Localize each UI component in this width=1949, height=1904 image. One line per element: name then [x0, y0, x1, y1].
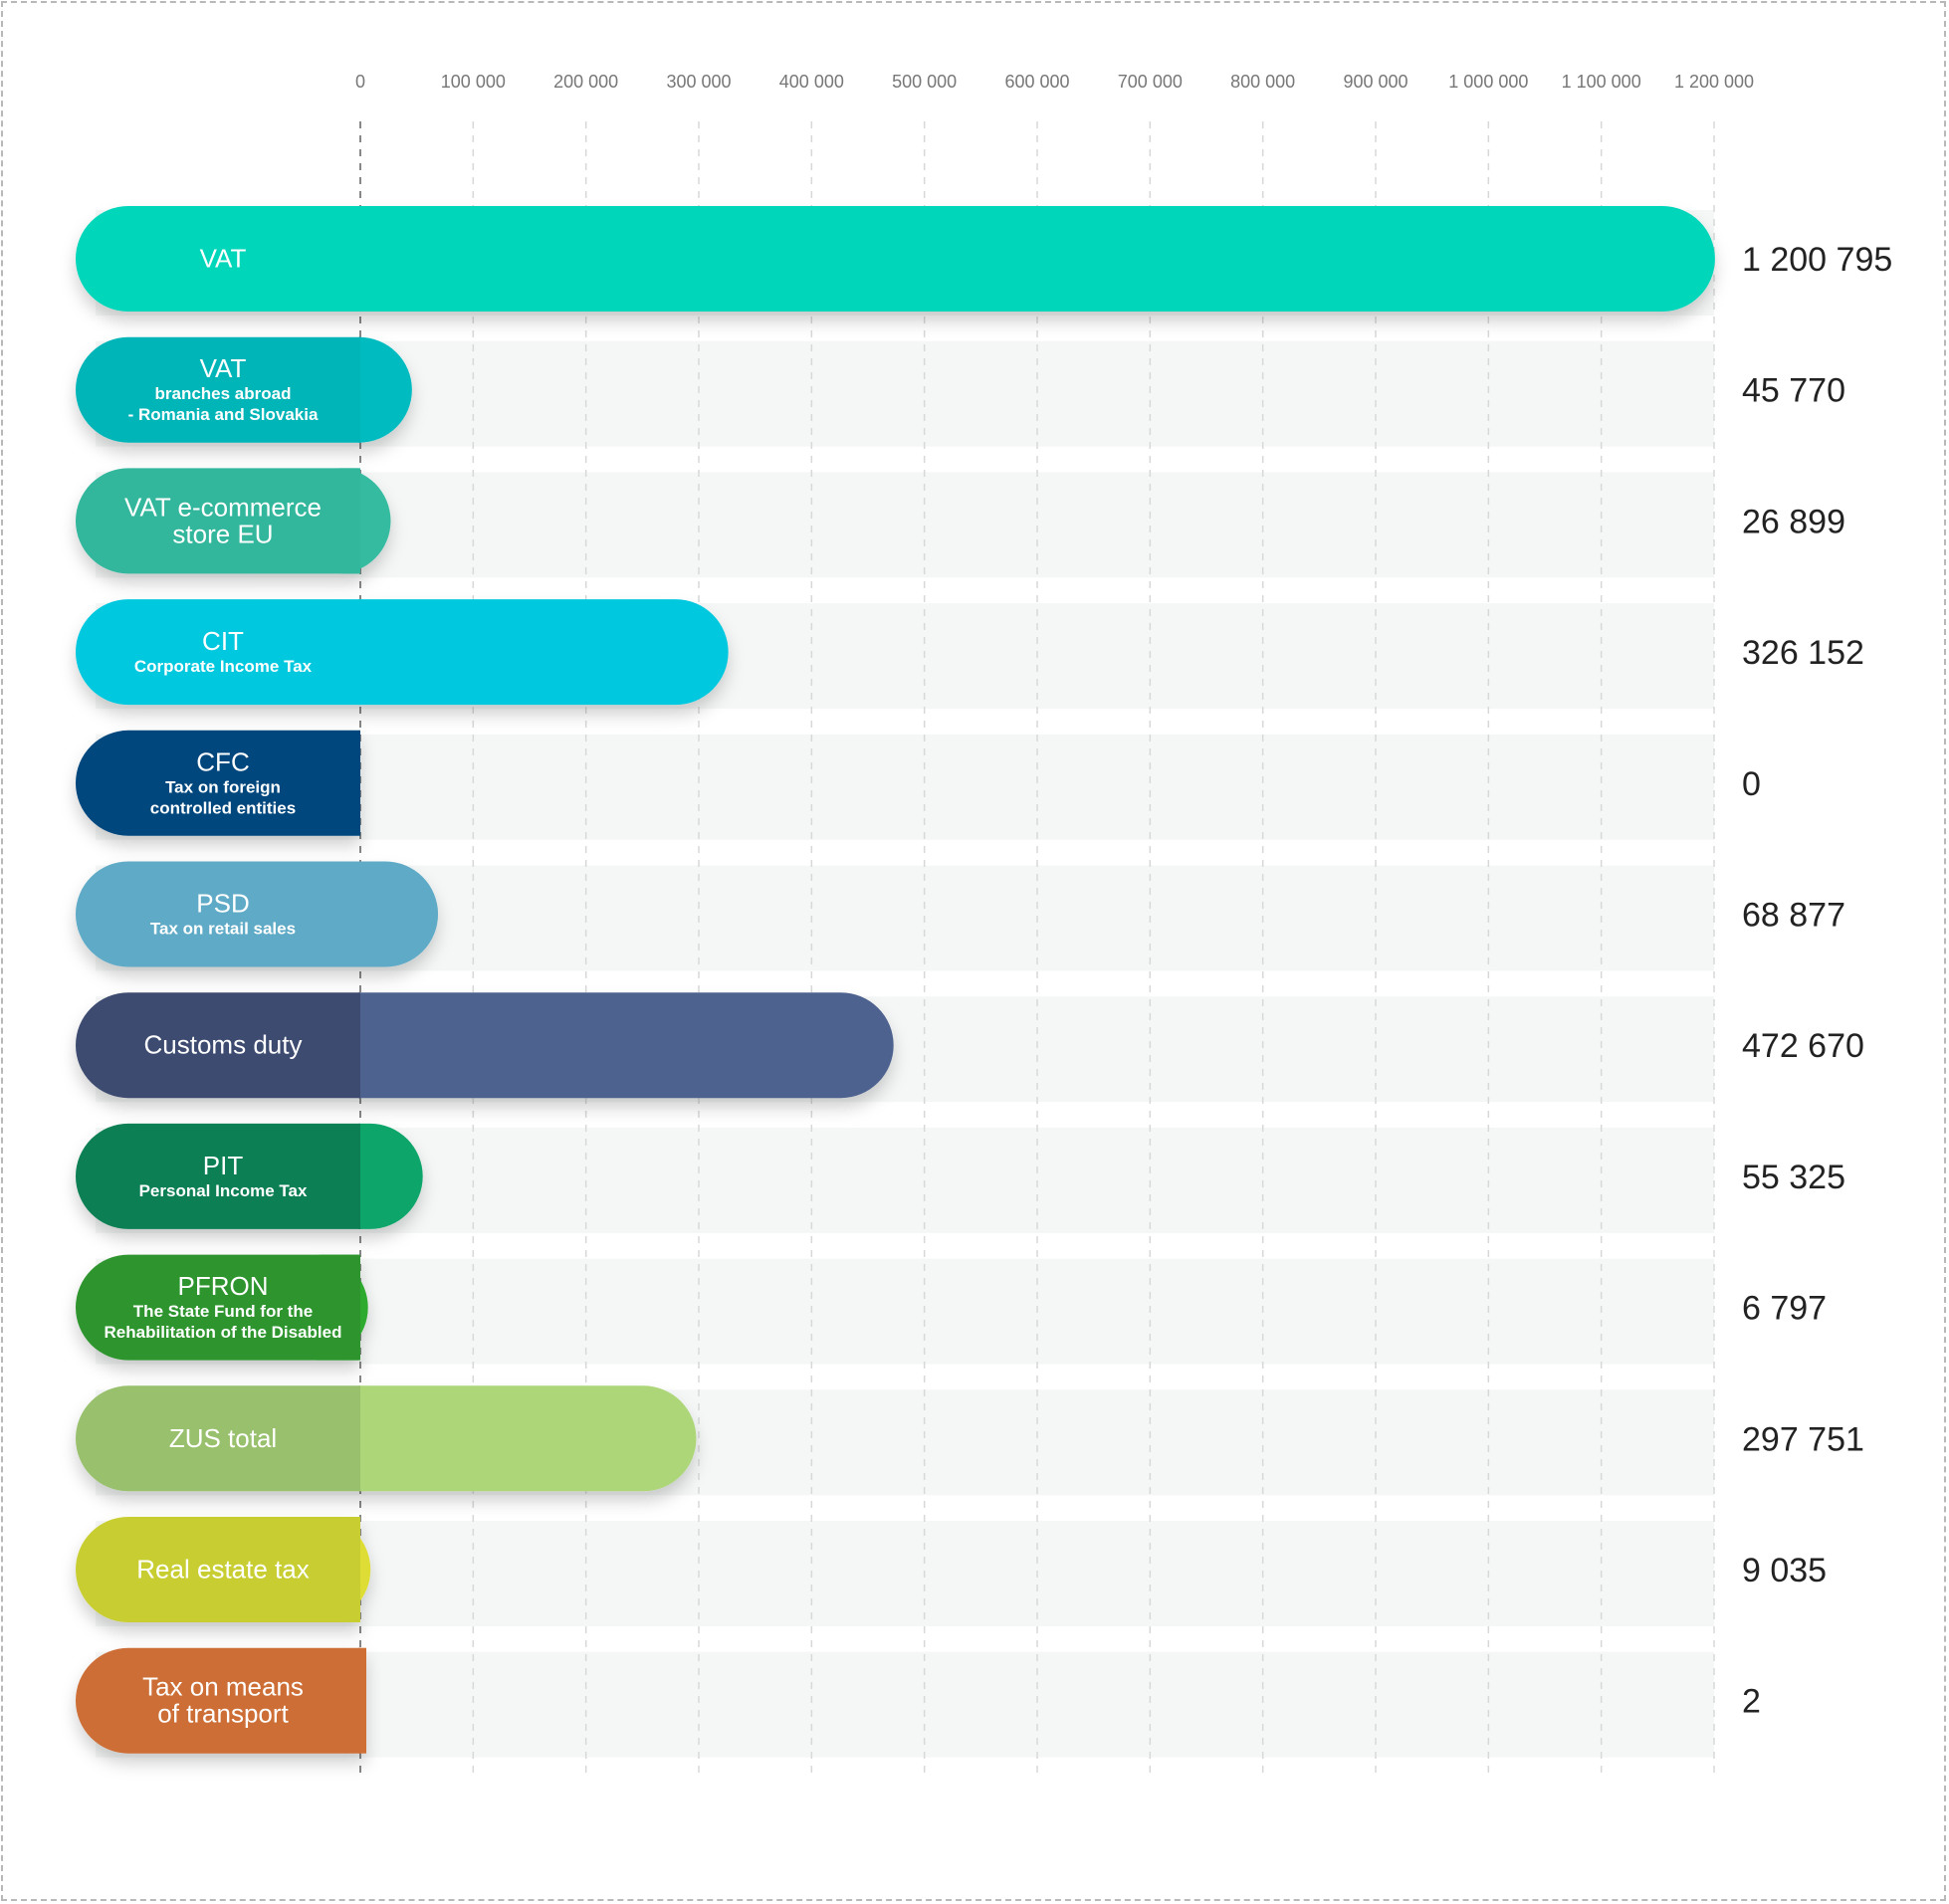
bar: [358, 336, 412, 443]
x-tick-label: 200 000: [553, 72, 618, 92]
category-label-pill: [76, 992, 361, 1099]
bar-group: [76, 336, 412, 443]
category-sublabel: Personal Income Tax: [139, 1181, 308, 1200]
category-label: Customs duty: [144, 1030, 303, 1060]
bar-group: [76, 599, 729, 706]
category-label: VAT e-commerce: [124, 492, 322, 522]
bar-group: [76, 1647, 367, 1754]
bar-group: [76, 1123, 423, 1229]
category-label: ZUS total: [169, 1423, 277, 1453]
category-label-pill: [76, 861, 361, 967]
x-tick-label: 1 200 000: [1674, 72, 1754, 92]
x-tick-label: 1 100 000: [1562, 72, 1641, 92]
value-label: 0: [1742, 765, 1761, 803]
category-sublabel: - Romania and Slovakia: [128, 405, 319, 424]
category-label-pill: [76, 1385, 361, 1492]
category-label-pill: [76, 599, 361, 706]
x-tick-label: 500 000: [892, 72, 957, 92]
value-label: 26 899: [1742, 503, 1845, 540]
value-label: 1 200 795: [1742, 241, 1892, 279]
x-tick-label: 300 000: [666, 72, 731, 92]
bar-group: [76, 1254, 368, 1361]
category-label: VAT: [200, 244, 247, 274]
category-label-pill: [76, 1123, 361, 1229]
bar: [337, 468, 391, 574]
x-tick-label: 100 000: [441, 72, 506, 92]
x-tick-label: 0: [355, 72, 365, 92]
category-label: Real estate tax: [136, 1555, 309, 1585]
category-label-pill: [76, 206, 360, 312]
category-sublabel: The State Fund for the: [133, 1302, 313, 1321]
category-label-pill: [76, 1517, 360, 1622]
category-sublabel: controlled entities: [150, 798, 296, 817]
value-label: 45 770: [1742, 372, 1845, 410]
bar: [358, 861, 439, 967]
bar: [358, 1385, 697, 1492]
x-tick-label: 800 000: [1230, 72, 1295, 92]
category-label-pill: [76, 1254, 361, 1361]
bar: [358, 1123, 423, 1229]
category-label: Tax on means: [142, 1672, 304, 1702]
value-label: 297 751: [1742, 1420, 1864, 1458]
category-label: PIT: [203, 1151, 244, 1180]
value-label: 9 035: [1742, 1552, 1827, 1589]
category-sublabel: Tax on retail sales: [150, 920, 296, 939]
x-tick-label: 900 000: [1343, 72, 1408, 92]
category-label: PFRON: [178, 1271, 269, 1301]
category-sublabel: Rehabilitation of the Disabled: [105, 1323, 342, 1342]
bar-group: [76, 1385, 697, 1492]
bar-group: [76, 206, 1715, 312]
category-label: CFC: [196, 746, 249, 776]
bar-group: [76, 861, 439, 967]
category-label: VAT: [200, 353, 247, 383]
value-label: 68 877: [1742, 897, 1845, 935]
bar-group: [76, 992, 894, 1099]
category-label-pill: [75, 468, 360, 574]
bar-group: [75, 468, 391, 574]
category-label: PSD: [196, 889, 249, 919]
value-label: 472 670: [1742, 1027, 1864, 1065]
category-label-pill: [76, 336, 361, 443]
row-band: [96, 734, 1714, 840]
category-label: of transport: [157, 1699, 289, 1729]
value-label: 326 152: [1742, 634, 1864, 672]
bar: [358, 206, 1715, 312]
bar: [358, 1647, 367, 1754]
value-label: 55 325: [1742, 1159, 1845, 1196]
category-sublabel: branches abroad: [155, 384, 292, 403]
value-label: 2: [1742, 1683, 1761, 1721]
x-tick-label: 400 000: [779, 72, 844, 92]
category-label: CIT: [202, 626, 244, 656]
bar: [358, 992, 894, 1099]
category-sublabel: Tax on foreign: [165, 777, 281, 796]
bar: [358, 599, 729, 706]
x-tick-label: 1 000 000: [1448, 72, 1528, 92]
x-tick-label: 700 000: [1118, 72, 1183, 92]
category-label-pill: [76, 1647, 361, 1754]
value-label: 6 797: [1742, 1290, 1827, 1328]
bar-group: [76, 730, 361, 836]
category-sublabel: Corporate Income Tax: [134, 657, 313, 676]
x-tick-label: 600 000: [1004, 72, 1069, 92]
category-label: store EU: [172, 519, 273, 548]
category-label-pill: [76, 730, 361, 836]
bar-group: [76, 1517, 371, 1622]
